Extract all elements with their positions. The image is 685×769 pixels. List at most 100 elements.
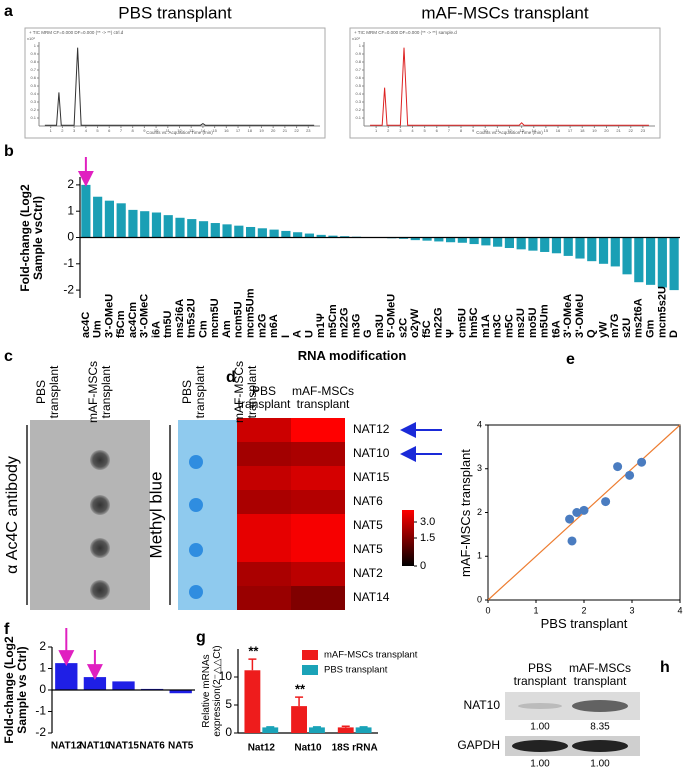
- x-tick-label: 18: [580, 128, 585, 133]
- y-tick-label: 0.8: [355, 59, 361, 64]
- bar: [516, 237, 526, 250]
- bar: [163, 215, 173, 238]
- column-label: PBS transplant: [237, 383, 291, 411]
- bar: [187, 219, 197, 238]
- y-tick-label: 1: [67, 203, 74, 217]
- x-tick-label: m6A: [268, 314, 280, 338]
- y-multiplier: x10⁶: [352, 36, 360, 41]
- bar: [575, 237, 585, 259]
- annotation: **: [248, 644, 259, 659]
- bar: [83, 677, 107, 690]
- panel-letter: h: [660, 659, 670, 676]
- y-tick-label: 0.2: [355, 107, 361, 112]
- blot-band: [572, 740, 628, 752]
- y-tick-label: 10: [219, 669, 233, 683]
- x-tick-label: Cm: [197, 320, 209, 338]
- x-tick-label: 2: [581, 605, 586, 615]
- y-tick-label: 0.1: [30, 115, 36, 120]
- y-tick-label: 0.7: [355, 67, 361, 72]
- x-tick-label: 22: [629, 128, 634, 133]
- bar: [309, 727, 325, 733]
- x-tick-label: 9: [472, 128, 475, 133]
- y-tick-label: 0.1: [355, 115, 361, 120]
- bar: [210, 223, 220, 238]
- x-tick-label: Gm: [644, 319, 656, 338]
- x-tick-label: 11: [166, 128, 171, 133]
- x-tick-label: 1: [375, 128, 378, 133]
- x-tick-label: m3U: [374, 314, 386, 338]
- heat-cell: [291, 418, 345, 442]
- x-tick-label: 16: [224, 128, 229, 133]
- y-axis-label: mAF-MSCs transplant: [457, 448, 473, 577]
- band-value: 1.00: [530, 722, 550, 733]
- x-tick-label: mcm5Um: [244, 288, 256, 338]
- x-tick-label: 10: [154, 128, 159, 133]
- legend-swatch: [302, 665, 318, 675]
- x-tick-label: 5: [96, 128, 99, 133]
- y-tick-label: 0.7: [30, 67, 36, 72]
- bar: [262, 727, 279, 733]
- antibody-label: α Ac4C antibody: [4, 456, 22, 574]
- y-tick-label: 4: [477, 419, 482, 429]
- x-tick-label: 17: [236, 128, 241, 133]
- x-tick-label: mcm5U: [209, 298, 221, 338]
- x-tick-label: 9: [143, 128, 146, 133]
- x-tick-label: 18S rRNA: [332, 743, 378, 754]
- color-tick-label: 0: [420, 560, 426, 572]
- chart-title: PBS transplant: [118, 3, 232, 23]
- chart-frame: [24, 27, 326, 139]
- blot-dot: [90, 450, 110, 470]
- bar: [457, 237, 467, 243]
- x-tick-label: 7: [120, 128, 123, 133]
- point: [625, 470, 635, 480]
- row-label: NAT5: [353, 518, 383, 532]
- row-label: NAT10: [353, 446, 390, 460]
- y-tick-label: 2: [67, 177, 74, 191]
- x-tick-label: 17: [568, 128, 573, 133]
- x-tick-label: G: [362, 329, 374, 338]
- error-bar: [359, 726, 368, 728]
- y-multiplier: x10⁶: [27, 36, 35, 41]
- x-tick-label: mcm5s2U: [656, 286, 668, 338]
- x-tick-label: 10: [483, 128, 488, 133]
- panel-letter: e: [566, 351, 575, 368]
- x-axis-label: PBS transplant: [540, 615, 628, 631]
- color-bar: [402, 510, 414, 566]
- bar: [551, 237, 562, 254]
- x-tick-label: s2C: [397, 318, 409, 338]
- x-tick-label: 1: [533, 605, 538, 615]
- bar: [293, 232, 303, 238]
- x-tick-label: Q: [586, 329, 598, 338]
- heat-cell: [291, 442, 345, 466]
- bar: [434, 237, 444, 242]
- stain-label: Methyl blue: [146, 471, 166, 559]
- x-tick-label: 23: [306, 128, 311, 133]
- x-tick-label: 3: [629, 605, 634, 615]
- bar: [446, 237, 456, 243]
- y-tick-label: 0: [477, 594, 482, 604]
- heat-cell: [237, 562, 291, 586]
- legend-label: PBS transplant: [324, 665, 388, 676]
- bar: [610, 237, 620, 267]
- y-tick-label: 1: [34, 43, 37, 48]
- x-tick-label: 0: [485, 605, 490, 615]
- lane-label: mAF-MSCs transplant: [85, 361, 113, 423]
- x-tick-label: 3'-OMeU: [574, 294, 586, 338]
- point: [565, 514, 575, 524]
- bar: [646, 237, 656, 285]
- y-tick-label: -2: [63, 282, 74, 296]
- row-label: NAT6: [353, 494, 383, 508]
- y-tick-label: 0.5: [355, 83, 361, 88]
- y-tick-label: -1: [35, 704, 46, 718]
- x-tick-label: 2: [387, 128, 390, 133]
- x-tick-label: cm5U: [456, 308, 468, 338]
- bar: [563, 237, 573, 256]
- heat-cell: [237, 466, 291, 490]
- x-tick-label: 15: [544, 128, 549, 133]
- chart-header: + TIC MRM CF=0.000 DF=0.000 (** -> **) s…: [354, 30, 457, 35]
- y-tick-label: 0: [67, 230, 74, 244]
- y-axis-label: Fold-change (Log2 Sample vs Ctrl): [1, 636, 29, 744]
- x-tick-label: I: [280, 335, 292, 338]
- band-value: 8.35: [590, 722, 610, 733]
- legend-swatch: [302, 650, 318, 660]
